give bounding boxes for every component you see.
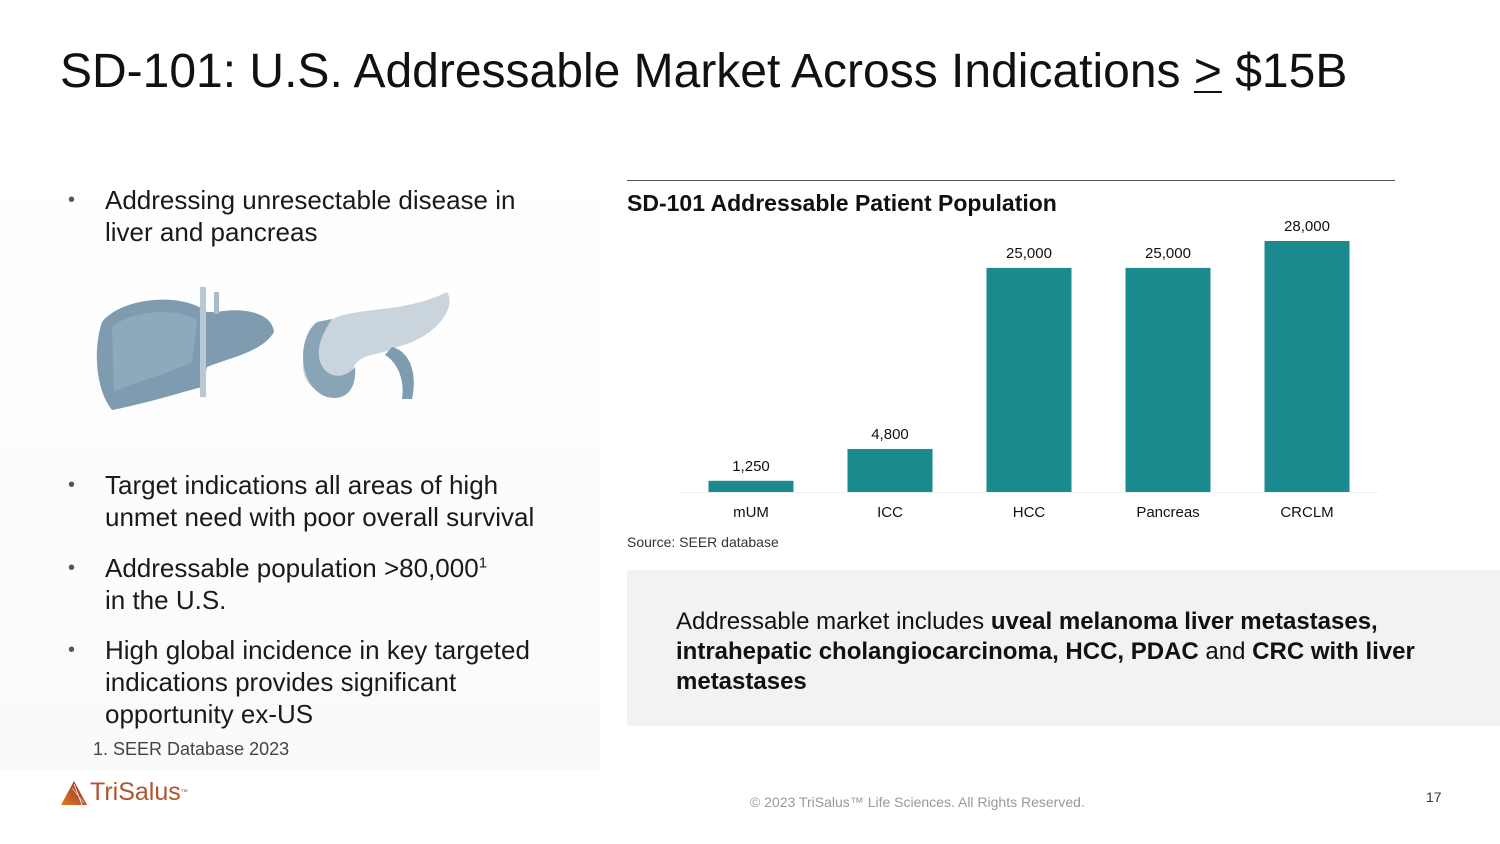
bullet-text: Target indications all areas of high unm…	[105, 470, 535, 532]
bullet-icon: •	[68, 474, 76, 496]
logo-triangle-icon	[61, 780, 87, 805]
bullet-icon: •	[68, 189, 76, 211]
page-number: 17	[1426, 789, 1442, 805]
callout-box: Addressable market includes uveal melano…	[627, 570, 1500, 726]
bullet-text: High global incidence in key targeted in…	[105, 635, 530, 729]
bullet-icon: •	[68, 557, 76, 579]
x-tick-label: mUM	[733, 504, 769, 521]
footnote: 1. SEER Database 2023	[93, 739, 290, 759]
data-label: 25,000	[1145, 245, 1191, 262]
footnote-ref: 1	[478, 554, 488, 572]
logo-text: TriSalus	[90, 778, 181, 806]
x-tick-label: HCC	[1013, 504, 1046, 521]
chart-source: Source: SEER database	[627, 534, 779, 550]
title-symbol: >	[1193, 45, 1222, 98]
bar-icc	[847, 448, 933, 492]
bullet-text: Addressable population >80,000	[105, 553, 479, 583]
x-tick-label: Pancreas	[1136, 504, 1199, 521]
bar-chart: 1,250 mUM 4,800 ICC 25,000 HCC 25,000 Pancreas 2…	[680, 218, 1378, 521]
slide-title: SD-101: U.S. Addressable Market Across I…	[60, 44, 1347, 99]
data-label: 1,250	[732, 458, 770, 475]
title-amount: $15B	[1221, 45, 1348, 98]
left-panel-background	[0, 150, 600, 770]
copyright: © 2023 TriSalus™ Life Sciences. All Righ…	[750, 794, 1085, 810]
bullet-text: Addressing unresectable disease in liver…	[105, 185, 516, 247]
bar-pancreas	[1125, 267, 1211, 492]
data-label: 28,000	[1284, 218, 1330, 235]
bar-crclm	[1264, 241, 1350, 492]
liver-icon	[96, 287, 274, 410]
bullet-icon: •	[68, 639, 76, 661]
bar-hcc	[986, 267, 1072, 492]
chart-title: SD-101 Addressable Patient Population	[627, 190, 1057, 216]
data-label: 4,800	[871, 426, 909, 443]
logo-trademark: ™	[180, 789, 188, 796]
bar-mum	[708, 480, 794, 492]
callout-text: Addressable market includes uveal melano…	[676, 608, 1415, 695]
data-label: 25,000	[1006, 245, 1052, 262]
organ-illustration	[96, 287, 450, 410]
bullet-text-continued: in the U.S.	[105, 585, 227, 615]
x-tick-label: CRCLM	[1280, 504, 1333, 521]
x-tick-label: ICC	[877, 504, 903, 521]
chart-divider	[627, 180, 1395, 181]
title-text: SD-101: U.S. Addressable Market Across I…	[60, 45, 1194, 98]
pancreas-icon	[302, 292, 450, 399]
trisalus-logo: TriSalus ™	[60, 778, 188, 807]
